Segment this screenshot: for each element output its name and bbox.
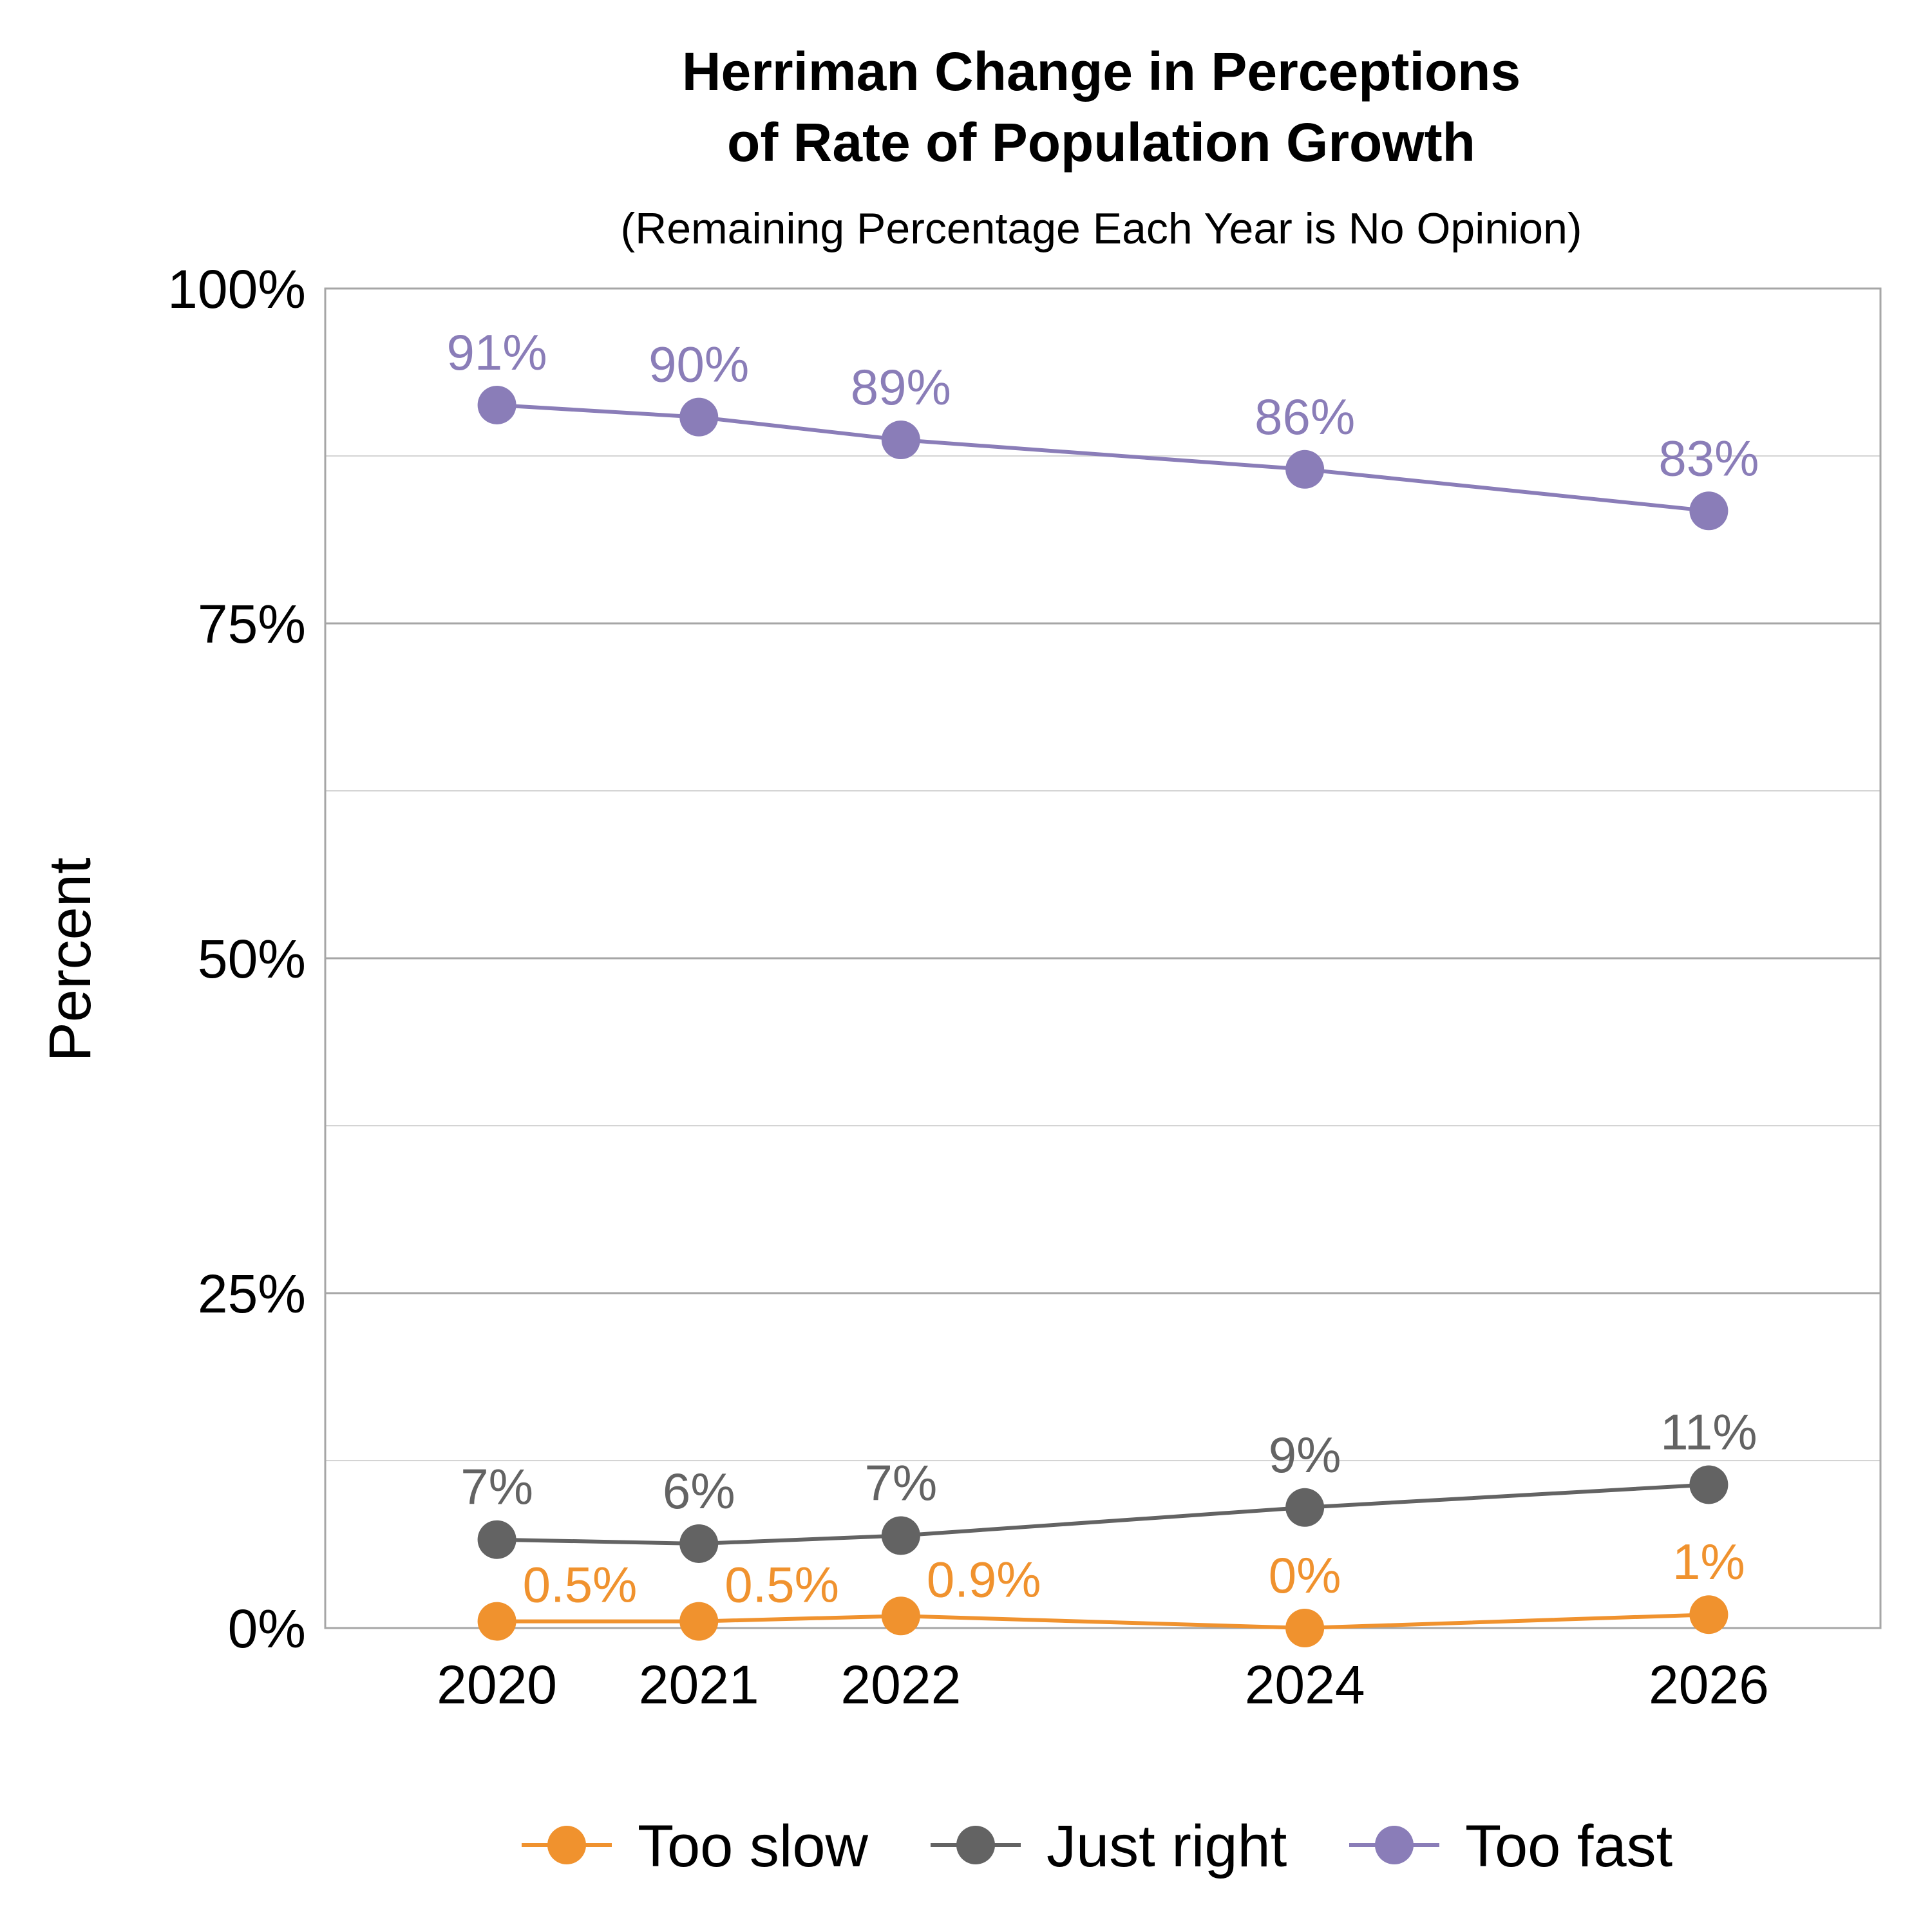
legend: Too slow Just right Too fast (522, 1814, 1672, 1879)
data-label-too-slow: 0.5% (724, 1557, 839, 1613)
data-label-too-fast: 90% (649, 336, 749, 393)
series-just-right (477, 1465, 1728, 1563)
y-tick-label: 25% (198, 1264, 306, 1324)
data-point-just-right (1689, 1465, 1728, 1504)
data-label-too-slow: 1% (1672, 1533, 1745, 1590)
data-label-too-slow: 0% (1269, 1547, 1341, 1604)
data-label-too-fast: 89% (851, 359, 951, 415)
series-too-slow (477, 1595, 1728, 1647)
legend-key-marker-just-right (956, 1826, 995, 1864)
plot-area-border (324, 287, 1882, 1629)
data-point-too-slow (477, 1602, 516, 1641)
data-label-too-slow: 0.5% (523, 1557, 638, 1613)
data-label-too-fast: 91% (447, 324, 547, 381)
y-tick-label: 0% (228, 1598, 306, 1659)
data-point-too-fast (1689, 491, 1728, 531)
legend-label-too-fast: Too fast (1465, 1814, 1672, 1879)
chart-title-line-1: Herriman Change in Perceptions (682, 41, 1520, 102)
legend-item-too-slow: Too slow (522, 1814, 868, 1879)
x-tick-label: 2024 (1245, 1654, 1365, 1715)
legend-item-too-fast: Too fast (1349, 1814, 1672, 1879)
data-label-just-right: 11% (1660, 1403, 1757, 1460)
series-too-fast (477, 385, 1728, 531)
data-label-just-right: 9% (1269, 1426, 1341, 1483)
x-tick-label: 2022 (840, 1654, 961, 1715)
series-layer (477, 385, 1728, 1647)
data-point-too-slow (1285, 1609, 1325, 1647)
data-label-too-fast: 86% (1255, 388, 1355, 445)
data-label-just-right: 7% (460, 1459, 533, 1515)
legend-item-just-right: Just right (931, 1814, 1287, 1879)
data-point-too-fast (477, 385, 516, 424)
data-point-too-fast (1285, 450, 1325, 489)
chart-title: Herriman Change in Perceptions of Rate o… (682, 41, 1520, 173)
y-tick-label: 50% (198, 929, 306, 989)
legend-label-too-slow: Too slow (638, 1814, 868, 1879)
data-label-too-fast: 83% (1658, 430, 1759, 486)
chart-subtitle: (Remaining Percentage Each Year is No Op… (620, 204, 1582, 253)
y-axis-label: Percent (37, 857, 103, 1061)
data-point-just-right (477, 1520, 516, 1559)
x-axis-tick-labels: 2020 2021 2022 2024 2026 (437, 1654, 1769, 1715)
data-label-just-right: 6% (663, 1463, 735, 1519)
legend-key-marker-too-slow (547, 1826, 586, 1864)
chart-title-line-2: of Rate of Population Growth (727, 112, 1475, 173)
data-point-too-fast (881, 421, 920, 460)
y-tick-label: 75% (198, 594, 306, 654)
data-point-too-slow (881, 1596, 920, 1636)
data-point-too-slow (679, 1602, 719, 1641)
data-point-just-right (881, 1516, 920, 1555)
legend-label-just-right: Just right (1046, 1814, 1287, 1879)
data-point-just-right (679, 1524, 719, 1563)
data-point-just-right (1285, 1488, 1325, 1527)
y-axis-tick-labels: 0% 25% 50% 75% 100% (167, 259, 306, 1659)
x-tick-label: 2021 (639, 1654, 759, 1715)
data-point-too-slow (1689, 1595, 1728, 1634)
data-labels-layer: 0.5% 0.5% 0.9% 0% 1% 7% 6% 7% 9% 11% 91% 90% 89% 86% 8… (447, 324, 1759, 1613)
y-tick-label: 100% (167, 259, 306, 319)
x-tick-label: 2026 (1649, 1654, 1769, 1715)
data-label-too-slow: 0.9% (927, 1551, 1041, 1607)
data-label-just-right: 7% (864, 1454, 937, 1511)
legend-key-marker-too-fast (1375, 1826, 1414, 1864)
data-point-too-fast (679, 397, 719, 437)
x-tick-label: 2020 (437, 1654, 557, 1715)
